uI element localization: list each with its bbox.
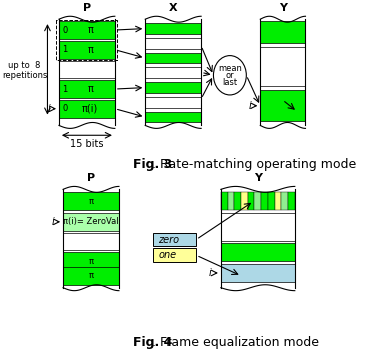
Bar [145,38,201,49]
Circle shape [214,56,246,95]
Text: π: π [87,25,93,35]
Text: i: i [47,104,50,114]
Bar [268,192,275,210]
Bar [59,41,115,59]
Bar [260,47,305,86]
Bar [59,60,115,78]
Bar [260,90,305,121]
Text: π: π [87,45,93,55]
Text: P: P [87,174,95,184]
Text: π: π [88,257,94,266]
Bar [59,80,115,98]
Text: last: last [222,78,237,87]
Text: . Rate-matching operating mode: . Rate-matching operating mode [152,158,356,171]
Text: zero: zero [159,235,179,245]
Text: π: π [87,84,93,94]
Text: Fig. 3: Fig. 3 [133,158,172,171]
Bar [221,192,228,210]
Bar [248,192,254,210]
Text: i: i [51,217,54,227]
Text: 0: 0 [62,104,67,113]
Bar [145,53,201,64]
Text: up to  8: up to 8 [8,61,41,70]
Text: Fig. 4: Fig. 4 [133,336,172,349]
Text: or: or [226,71,234,80]
Text: repetitions: repetitions [2,71,47,80]
Text: π(i)= ZeroVal: π(i)= ZeroVal [63,217,119,226]
Text: 0: 0 [62,26,67,34]
Bar [145,97,201,108]
Text: 1: 1 [62,45,67,54]
Text: π(i): π(i) [82,104,98,114]
Bar [59,100,115,118]
Bar [59,21,115,39]
Bar [153,248,196,262]
Text: 15 bits: 15 bits [70,139,103,149]
Bar [260,21,305,43]
Text: Y: Y [254,174,262,184]
Text: . Frame equalization mode: . Frame equalization mode [152,336,319,349]
Bar [153,233,196,246]
Bar [145,112,201,122]
Bar [63,267,119,285]
Bar [221,213,295,240]
Bar [63,233,119,250]
Text: i: i [209,268,212,278]
Text: mean: mean [218,64,242,73]
Bar [275,192,281,210]
Bar [63,252,119,270]
Bar [63,213,119,231]
Bar [145,82,201,93]
Text: Y: Y [279,3,287,13]
Bar [288,192,295,210]
Bar [234,192,241,210]
Text: P: P [83,3,91,13]
Bar [145,67,201,78]
Text: 1: 1 [62,84,67,93]
Text: one: one [159,250,177,260]
Bar [145,23,201,34]
Bar [221,244,295,261]
Text: X: X [169,3,178,13]
Text: π: π [88,197,94,206]
Bar [254,192,261,210]
Bar [63,192,119,210]
Bar [221,264,295,282]
Text: π: π [88,272,94,280]
Bar [241,192,248,210]
Bar [261,192,268,210]
Bar [281,192,288,210]
Text: i: i [248,101,251,111]
Bar [228,192,234,210]
